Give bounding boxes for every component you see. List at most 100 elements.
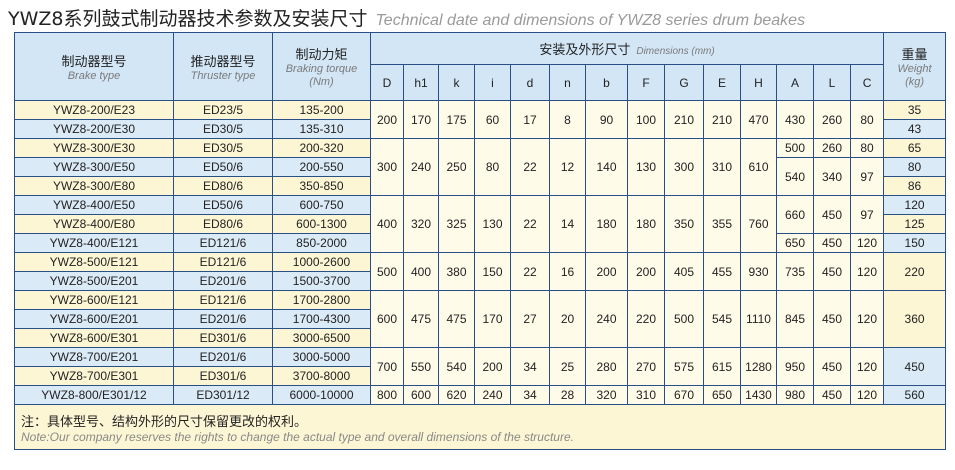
note-zh: 注：具体型号、结构外形的尺寸保留更改的权利。 bbox=[21, 413, 308, 429]
dimension: 150 bbox=[474, 252, 511, 291]
dimension: 34 bbox=[510, 385, 550, 405]
dimension-header: F bbox=[627, 64, 665, 101]
braking-torque: 135-200 bbox=[272, 100, 371, 120]
header-cell: 推动器型号 Thruster type bbox=[173, 32, 273, 101]
dimension: 16 bbox=[549, 252, 586, 291]
table-row: YWZ8-300/E80 ED80/6 350-850 86 bbox=[14, 176, 947, 196]
dimension: 34 bbox=[510, 347, 550, 386]
dimension: 14 bbox=[549, 195, 586, 253]
dimension: 450 bbox=[813, 233, 851, 253]
dimension: 350 bbox=[664, 195, 704, 253]
dimension-header: H bbox=[740, 64, 777, 101]
thruster-type: ED50/6 bbox=[173, 195, 273, 215]
table-row: YWZ8-200/E23 ED23/5 135-200 200 170 175 60 17 8 9… bbox=[14, 100, 947, 139]
dimension: 22 bbox=[510, 138, 550, 196]
braking-torque: 3000-5000 bbox=[272, 347, 371, 367]
thruster-type: ED201/6 bbox=[173, 271, 273, 291]
dimension: 120 bbox=[849, 252, 885, 291]
dimension: 22 bbox=[510, 252, 550, 291]
table-row: YWZ8-400/E121 ED121/6 850-2000 650 450 120 150 bbox=[14, 233, 947, 253]
dimension: 455 bbox=[703, 252, 741, 291]
note-en: Note:Our company reserves the rights to … bbox=[21, 429, 574, 444]
thruster-type: ED201/6 bbox=[173, 347, 273, 367]
thruster-type: ED80/6 bbox=[173, 214, 273, 234]
dimension: 610 bbox=[740, 138, 777, 196]
thruster-type: ED301/6 bbox=[173, 366, 273, 386]
dimension: 355 bbox=[703, 195, 741, 253]
table-row: YWZ8-500/E201 ED201/6 1500-3700 bbox=[14, 271, 946, 291]
dimension: 27 bbox=[510, 290, 550, 348]
brake-type: YWZ8-400/E80 bbox=[14, 214, 174, 234]
dimension: 540 bbox=[438, 347, 475, 386]
brake-type: YWZ8-800/E301/12 bbox=[14, 385, 174, 405]
table-row: YWZ8-300/E50 ED50/6 200-550 540 340 97 80 bbox=[14, 157, 947, 196]
dimension: 310 bbox=[627, 385, 665, 405]
brake-type: YWZ8-200/E30 bbox=[14, 119, 174, 139]
weight: 150 bbox=[883, 233, 947, 253]
dimension: 200 bbox=[627, 252, 665, 291]
dimension: 400 bbox=[370, 195, 404, 253]
dimension: 450 bbox=[813, 347, 851, 386]
header-en: Dimensions (mm) bbox=[636, 46, 715, 57]
thruster-type: ED121/6 bbox=[173, 252, 273, 272]
dimension: 250 bbox=[438, 138, 475, 196]
dimension: 575 bbox=[664, 347, 704, 386]
dimension-header: n bbox=[549, 64, 586, 101]
dimension: 97 bbox=[849, 157, 885, 196]
table-row: YWZ8-600/E121 ED121/6 1700-2800 600 475 475 17… bbox=[14, 290, 947, 348]
dimension: 600 bbox=[403, 385, 439, 405]
header-zh: 推动器型号 bbox=[190, 53, 256, 69]
dimension: 175 bbox=[438, 100, 475, 139]
dimension: 845 bbox=[776, 290, 814, 348]
dimension: 1430 bbox=[740, 385, 777, 405]
dimension: 22 bbox=[510, 195, 550, 253]
braking-torque: 1500-3700 bbox=[272, 271, 371, 291]
dimension: 540 bbox=[776, 157, 814, 196]
note-row: 注：具体型号、结构外形的尺寸保留更改的权利。 Note:Our company r… bbox=[13, 404, 947, 450]
brake-type: YWZ8-300/E30 bbox=[14, 138, 174, 158]
header-cell: 重量 Weight (kg) bbox=[883, 32, 947, 101]
thruster-type: ED301/6 bbox=[173, 328, 273, 348]
dimension: 20 bbox=[549, 290, 586, 348]
dimension: 120 bbox=[849, 347, 885, 386]
header-zh: 制动器型号 bbox=[61, 53, 127, 69]
dimension: 310 bbox=[703, 138, 741, 196]
header: YWZ8系列鼓式制动器技术参数及安装尺寸 Technical date and d… bbox=[8, 4, 805, 31]
dimension: 615 bbox=[703, 347, 741, 386]
dimension: 325 bbox=[438, 195, 475, 253]
dimension: 620 bbox=[438, 385, 475, 405]
thruster-type: ED50/6 bbox=[173, 157, 273, 177]
braking-torque: 3000-6500 bbox=[272, 328, 371, 348]
dimension: 25 bbox=[549, 347, 586, 386]
dimension: 80 bbox=[849, 138, 885, 158]
dimension: 760 bbox=[740, 195, 777, 253]
braking-torque: 850-2000 bbox=[272, 233, 371, 253]
dimension: 170 bbox=[474, 290, 511, 348]
brake-type: YWZ8-500/E121 bbox=[14, 252, 174, 272]
dimension: 320 bbox=[403, 195, 439, 253]
dimension: 320 bbox=[585, 385, 628, 405]
table-row: YWZ8-300/E30 ED30/5 200-320 300 240 250 80 22 12… bbox=[14, 138, 947, 196]
dimension: 210 bbox=[703, 100, 741, 139]
header-cell: 制动器型号 Brake type bbox=[14, 32, 174, 101]
dimension: 660 bbox=[776, 195, 814, 234]
table-row: YWZ8-400/E80 ED80/6 600-1300 125 bbox=[14, 214, 947, 234]
dimension-header: L bbox=[813, 64, 851, 101]
dimension-header: G bbox=[664, 64, 704, 101]
weight: 450 bbox=[883, 347, 947, 386]
dimension: 80 bbox=[474, 138, 511, 196]
dimension: 180 bbox=[627, 195, 665, 253]
brake-type: YWZ8-400/E50 bbox=[14, 195, 174, 215]
braking-torque: 350-850 bbox=[272, 176, 371, 196]
thruster-type: ED30/5 bbox=[173, 138, 273, 158]
thruster-type: ED121/6 bbox=[173, 290, 273, 310]
table-row: YWZ8-500/E121 ED121/6 1000-2600 500 400 380 15… bbox=[14, 252, 947, 291]
header-en: Brake type bbox=[67, 69, 121, 82]
table-row: YWZ8-700/E201 ED201/6 3000-5000 700 550 540 20… bbox=[14, 347, 947, 386]
brake-type: YWZ8-500/E201 bbox=[14, 271, 174, 291]
thruster-type: ED23/5 bbox=[173, 100, 273, 120]
header-en: Weight (kg) bbox=[897, 63, 932, 88]
dimension-header: D bbox=[370, 64, 404, 101]
dimension: 450 bbox=[813, 290, 851, 348]
